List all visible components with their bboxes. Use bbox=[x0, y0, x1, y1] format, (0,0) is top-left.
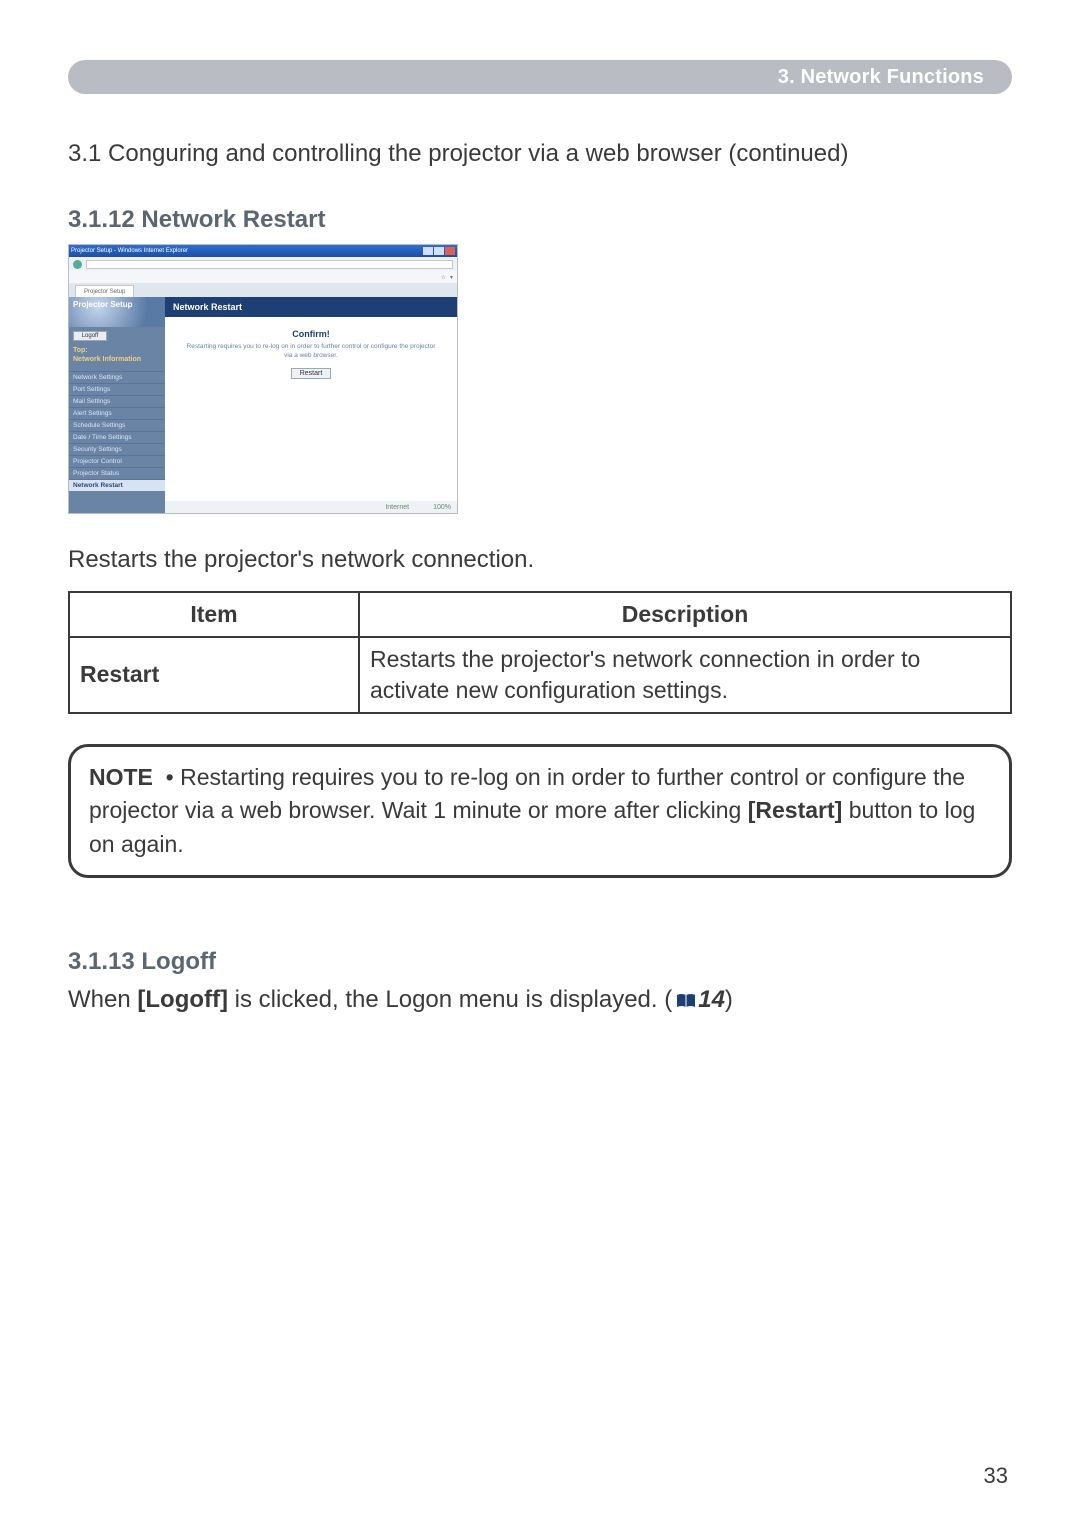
confirm-msg: Restarting requires you to re-log on in … bbox=[183, 343, 439, 360]
td-item: Restart bbox=[69, 637, 359, 713]
th-desc: Description bbox=[359, 592, 1011, 637]
book-icon bbox=[676, 988, 696, 1016]
sidebar-item: Date / Time Settings bbox=[69, 431, 165, 443]
window-title: Projector Setup - Windows Internet Explo… bbox=[71, 248, 188, 254]
description-table: Item Description Restart Restarts the pr… bbox=[68, 591, 1012, 714]
sidebar-item: Security Settings bbox=[69, 443, 165, 455]
note-label: NOTE bbox=[89, 764, 153, 790]
browser-tab: Projector Setup bbox=[75, 285, 134, 297]
sidebar-item-selected: Network Restart bbox=[69, 479, 165, 491]
content-pane: Network Restart Confirm! Restarting requ… bbox=[165, 297, 457, 513]
sidebar-item: Projector Control bbox=[69, 455, 165, 467]
restart-desc: Restarts the projector's network connect… bbox=[68, 544, 1012, 576]
page-ref: 14 bbox=[698, 986, 725, 1013]
chapter-bar: 3. Network Functions bbox=[68, 60, 1012, 94]
status-zone: Internet bbox=[385, 504, 409, 511]
nav-back-icon bbox=[73, 260, 82, 269]
window-titlebar: Projector Setup - Windows Internet Explo… bbox=[69, 245, 457, 257]
sidebar-brand: Projector Setup bbox=[69, 297, 165, 327]
window-buttons bbox=[423, 247, 455, 255]
sidebar-item: Alert Settings bbox=[69, 407, 165, 419]
sidebar-item: Network Settings bbox=[69, 371, 165, 383]
tab-strip: Projector Setup bbox=[69, 283, 457, 297]
section-network-restart: 3.1.12 Network Restart bbox=[68, 206, 1012, 234]
note-box: NOTE • Restarting requires you to re-log… bbox=[68, 744, 1012, 878]
table-row: Restart Restarts the projector's network… bbox=[69, 637, 1011, 713]
sidebar-item: Port Settings bbox=[69, 383, 165, 395]
sidebar-item: Mail Settings bbox=[69, 395, 165, 407]
sidebar-item: Schedule Settings bbox=[69, 419, 165, 431]
section-logoff: 3.1.13 Logoff bbox=[68, 948, 1012, 976]
content-header: Network Restart bbox=[165, 297, 457, 317]
sidebar: Projector Setup Logoff Top: Network Info… bbox=[69, 297, 165, 513]
note-bullet: • bbox=[166, 764, 174, 790]
statusbar: Internet 100% bbox=[165, 501, 457, 513]
continued-title: 3.1 Conguring and controlling the projec… bbox=[68, 138, 1012, 170]
sidebar-items: Network Settings Port Settings Mail Sett… bbox=[69, 371, 165, 491]
confirm-panel: Confirm! Restarting requires you to re-l… bbox=[165, 317, 457, 391]
td-desc: Restarts the projector's network connect… bbox=[359, 637, 1011, 713]
th-item: Item bbox=[69, 592, 359, 637]
chapter-title: 3. Network Functions bbox=[778, 66, 984, 89]
status-zoom: 100% bbox=[433, 504, 451, 511]
address-bar bbox=[86, 260, 453, 269]
confirm-title: Confirm! bbox=[183, 329, 439, 339]
sidebar-item: Projector Status bbox=[69, 467, 165, 479]
ie-screenshot: Projector Setup - Windows Internet Explo… bbox=[68, 244, 458, 514]
toolbar-row: ☆▾ bbox=[69, 271, 457, 283]
page-number: 33 bbox=[984, 1463, 1008, 1489]
sidebar-logoff: Logoff bbox=[73, 331, 107, 341]
note-bold: [Restart] bbox=[748, 797, 843, 823]
sidebar-top: Top: Network Information bbox=[69, 345, 165, 371]
address-row bbox=[69, 257, 457, 271]
logoff-line: When [Logoff] is clicked, the Logon menu… bbox=[68, 986, 1012, 1016]
restart-button[interactable]: Restart bbox=[291, 368, 332, 379]
